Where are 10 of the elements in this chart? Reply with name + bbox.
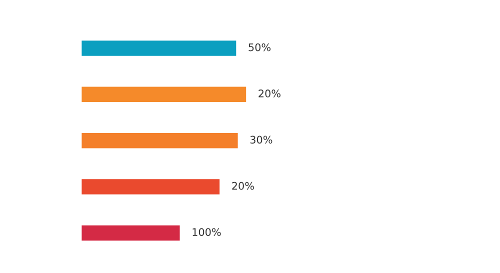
bar bbox=[81, 85, 248, 104]
annotation: 20% bbox=[232, 182, 254, 190]
bar bbox=[81, 178, 221, 196]
bar bbox=[81, 132, 240, 150]
bar bbox=[81, 224, 182, 242]
text: 50% bbox=[248, 43, 271, 52]
annotation: 100% bbox=[192, 228, 221, 236]
text: 20% bbox=[258, 90, 280, 98]
text: 30% bbox=[250, 136, 272, 144]
bar bbox=[81, 39, 238, 58]
